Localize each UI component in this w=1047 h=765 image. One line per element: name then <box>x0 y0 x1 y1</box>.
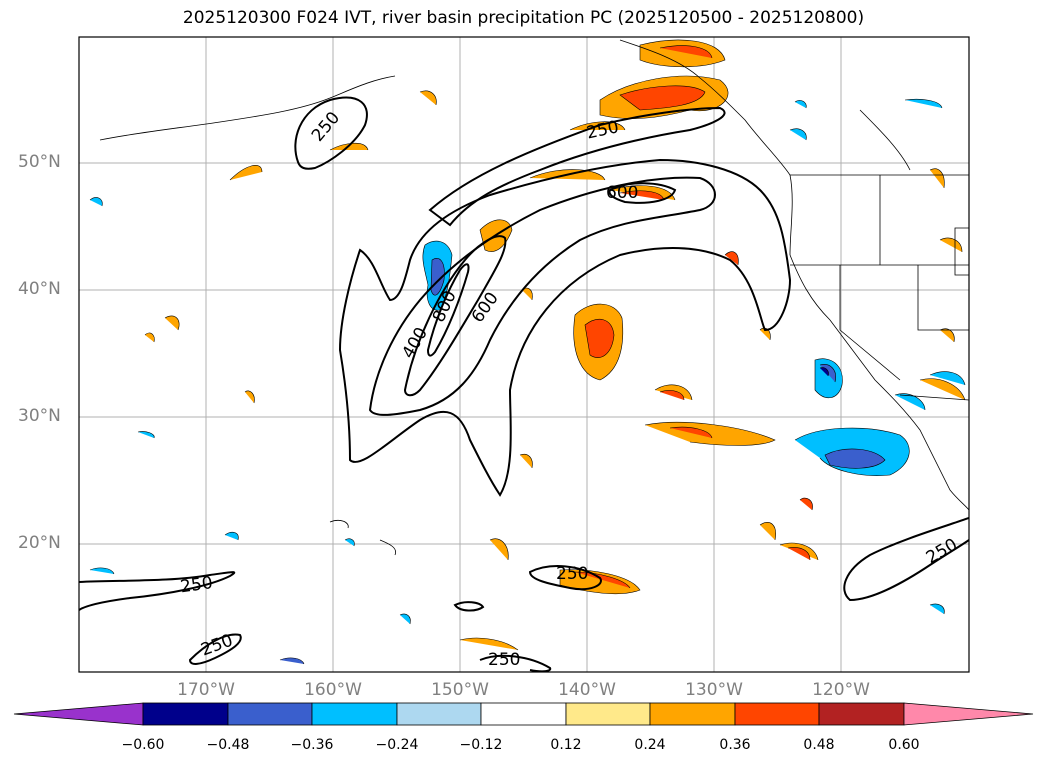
colorbar-tick: 0.12 <box>550 737 582 753</box>
lon-label: 170°W <box>177 680 235 700</box>
colorbar-bin <box>480 702 567 726</box>
contour-label: 600 <box>606 183 638 203</box>
colorbar-extend-high <box>903 702 1034 726</box>
lat-label: 50°N <box>18 152 61 172</box>
colorbar-tick: 0.24 <box>634 737 666 753</box>
lon-label: 130°W <box>685 680 743 700</box>
coastlines <box>99 39 969 556</box>
lon-label: 160°W <box>304 680 362 700</box>
colorbar-tick: 0.48 <box>803 737 835 753</box>
colorbar-bin <box>818 702 905 726</box>
colorbar-tick: −0.48 <box>206 737 250 753</box>
lat-label: 40°N <box>18 279 61 299</box>
colorbar-bin <box>396 702 482 726</box>
colorbar-tick: 0.36 <box>719 737 751 753</box>
colorbar-bin <box>649 702 736 726</box>
colorbar-bin <box>565 702 651 726</box>
map-frame <box>78 36 970 673</box>
colorbar <box>13 702 1034 726</box>
precip-negative-areas <box>89 98 966 665</box>
contour-label: 250 <box>556 564 588 584</box>
ivt-contours <box>79 96 969 672</box>
colorbar-bin <box>227 702 313 726</box>
lon-label: 150°W <box>431 680 489 700</box>
lat-label: 30°N <box>18 406 61 426</box>
colorbar-tick: 0.60 <box>888 737 920 753</box>
colorbar-bin <box>142 702 229 726</box>
colorbar-bin <box>734 702 820 726</box>
contour-label: 250 <box>488 650 520 670</box>
contour-label: 250 <box>179 573 214 597</box>
lat-label: 20°N <box>18 533 61 553</box>
lon-label: 120°W <box>812 680 870 700</box>
colorbar-extend-low <box>13 702 144 726</box>
colorbar-tick: −0.60 <box>121 737 165 753</box>
map-title: 2025120300 F024 IVT, river basin precipi… <box>182 8 865 28</box>
colorbar-bin <box>311 702 398 726</box>
colorbar-tick: −0.24 <box>375 737 419 753</box>
lon-label: 140°W <box>558 680 616 700</box>
colorbar-tick: −0.36 <box>290 737 334 753</box>
colorbar-tick: −0.12 <box>459 737 503 753</box>
map-area <box>79 37 969 672</box>
